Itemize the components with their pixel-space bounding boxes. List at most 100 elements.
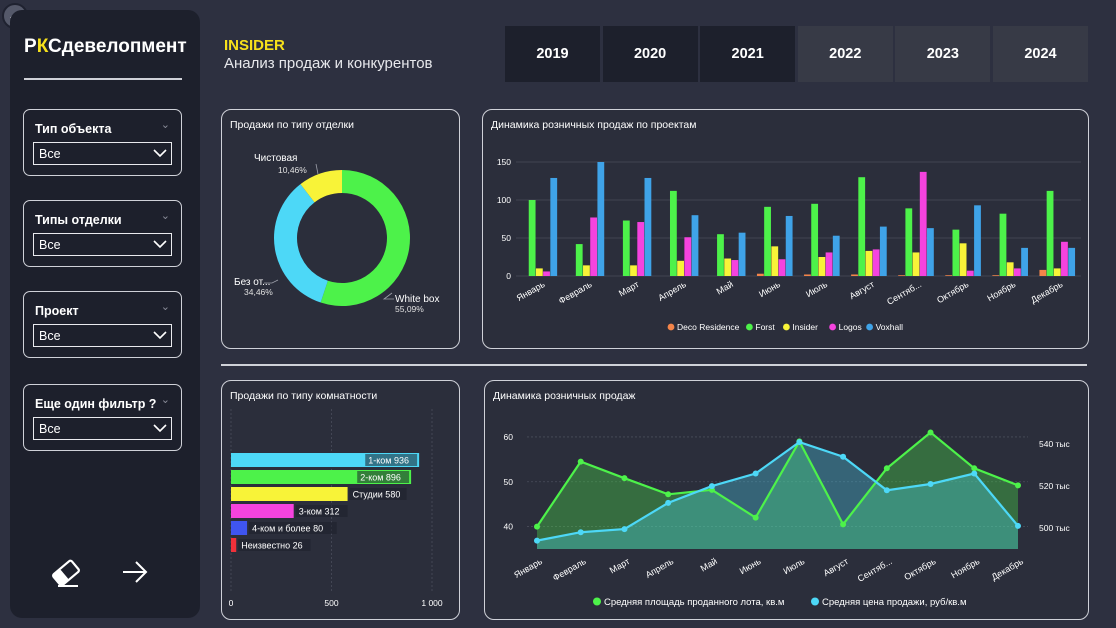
bar [771,246,779,276]
bar [731,260,739,276]
data-point [840,521,847,528]
bar [724,258,732,276]
dropdown-icon[interactable] [153,421,167,435]
filter-label: Типы отделки [35,213,122,227]
x-tick-label: Май [699,556,719,573]
x-tick-label: Ноябрь [949,556,981,580]
x-tick-label: Июль [804,279,829,299]
x-tick-label: Октябрь [935,279,970,305]
dropdown-icon[interactable] [153,237,167,251]
tab-year-2024[interactable]: 2024 [992,26,1088,82]
bar [1061,241,1068,276]
filter-value: Все [39,328,61,343]
x-tick-label: Октябрь [902,556,937,582]
filter-select[interactable]: Все [33,233,172,256]
legend-label: Средняя площадь проданного лота, кв.м [604,597,784,608]
filter-4: Еще один фильтр ? ⌄ Все [23,384,182,451]
data-point [665,491,672,498]
bar [778,259,786,276]
dropdown-icon[interactable] [153,328,167,342]
bar [1046,190,1054,276]
x-tick-label: Ноябрь [985,279,1017,303]
chart-title: Динамика розничных продаж по проектам [491,119,697,131]
filter-3: Проект ⌄ Все [23,291,182,358]
x-tick-label: Январь [512,556,544,580]
filter-select[interactable]: Все [33,417,172,440]
arrow-right-icon[interactable] [120,557,150,592]
bar [738,232,746,276]
bar [535,268,543,276]
brand-rest: Сдевелопмент [48,36,187,57]
bar [999,213,1007,276]
series-line [536,431,1019,528]
chevron-down-icon[interactable]: ⌄ [160,394,170,406]
bar [851,274,858,276]
bar-label: 3-ком 312 [299,507,340,517]
legend-label: Deco Residence [677,322,740,332]
tab-year-2023[interactable]: 2023 [895,26,991,82]
bar [919,171,927,276]
x-tick-label: 0 [229,598,234,608]
filter-select[interactable]: Все [33,324,172,347]
legend-marker [866,323,873,331]
bar [811,203,819,276]
data-point [577,458,584,465]
bar [231,487,348,501]
x-tick-label: Март [608,556,632,575]
bar [804,274,811,276]
label-bg [249,522,337,534]
bar [1021,247,1028,276]
tab-year-2022[interactable]: 2022 [797,26,893,82]
bar [974,205,981,276]
data-point [1015,482,1021,489]
bar [637,222,645,276]
slice-value: 34,46% [244,287,273,297]
y-tick-label: 100 [497,195,511,205]
legend-label: Forst [755,322,775,332]
x-tick-label: Декабрь [1029,279,1065,305]
dropdown-icon[interactable] [153,146,167,160]
filter-value: Все [39,146,61,161]
label-bg [238,539,311,551]
bar [912,252,920,276]
x-tick-label: Июнь [757,279,782,299]
slice-value: 55,09% [395,304,424,314]
filter-select[interactable]: Все [33,142,172,165]
retail-dynamics-card: Динамика розничных продаж 40 50 60 500 тыс 5… [484,380,1089,620]
legend-marker [593,597,601,606]
legend-marker [746,323,753,331]
bar [231,504,294,518]
slice-label: Без от... [234,277,270,288]
bar-label: Неизвестно 26 [241,541,302,551]
data-point [621,475,628,482]
label-bg [365,454,418,466]
chevron-down-icon[interactable]: ⌄ [160,119,170,131]
x-tick-label: Январь [515,279,547,303]
tab-year-2019[interactable]: 2019 [505,26,600,82]
bar [952,229,960,276]
filter-value: Все [39,237,61,252]
year-tabs: 2019 2020 2021 2022 2023 2024 [505,26,1091,82]
data-point [883,487,890,494]
chart-title: Динамика розничных продаж [493,390,636,402]
data-point [971,470,978,477]
bar [872,249,880,276]
y-right-tick: 520 тыс [1039,481,1071,491]
tab-year-2020[interactable]: 2020 [602,26,698,82]
y-right-tick: 540 тыс [1039,439,1071,449]
eraser-icon[interactable] [46,556,86,595]
x-tick-label: Февраль [557,279,594,306]
chevron-down-icon[interactable]: ⌄ [160,301,170,313]
bar [1053,268,1061,276]
bar [583,265,590,276]
data-point [796,439,803,446]
tab-year-2021[interactable]: 2021 [700,26,796,82]
data-point [840,453,847,460]
label-bg [295,505,348,517]
bar [945,275,953,276]
rooms-bar-chart: 0 500 1 000 1-ком 936 2-ком 896 Студии 580 3-к… [229,409,443,608]
bar [1006,262,1014,276]
chevron-down-icon[interactable]: ⌄ [160,210,170,222]
legend-marker [783,323,790,331]
x-tick-label: Март [617,279,641,298]
